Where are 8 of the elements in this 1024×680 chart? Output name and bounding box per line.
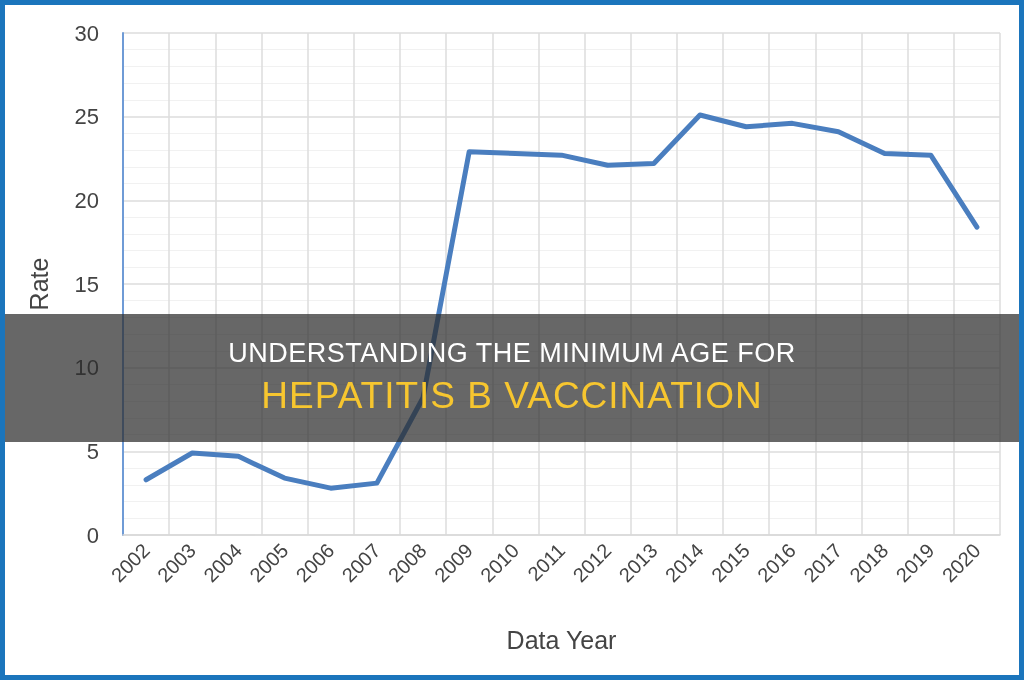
y-tick-label: 15: [74, 271, 99, 297]
x-axis-title: Data Year: [506, 625, 617, 654]
y-axis-title: Rate: [24, 257, 53, 311]
y-tick-label: 5: [86, 438, 99, 464]
y-tick-label: 30: [74, 20, 99, 46]
y-tick-label: 25: [74, 104, 99, 130]
y-tick-label: 20: [74, 187, 99, 213]
y-tick-label: 0: [86, 522, 99, 548]
